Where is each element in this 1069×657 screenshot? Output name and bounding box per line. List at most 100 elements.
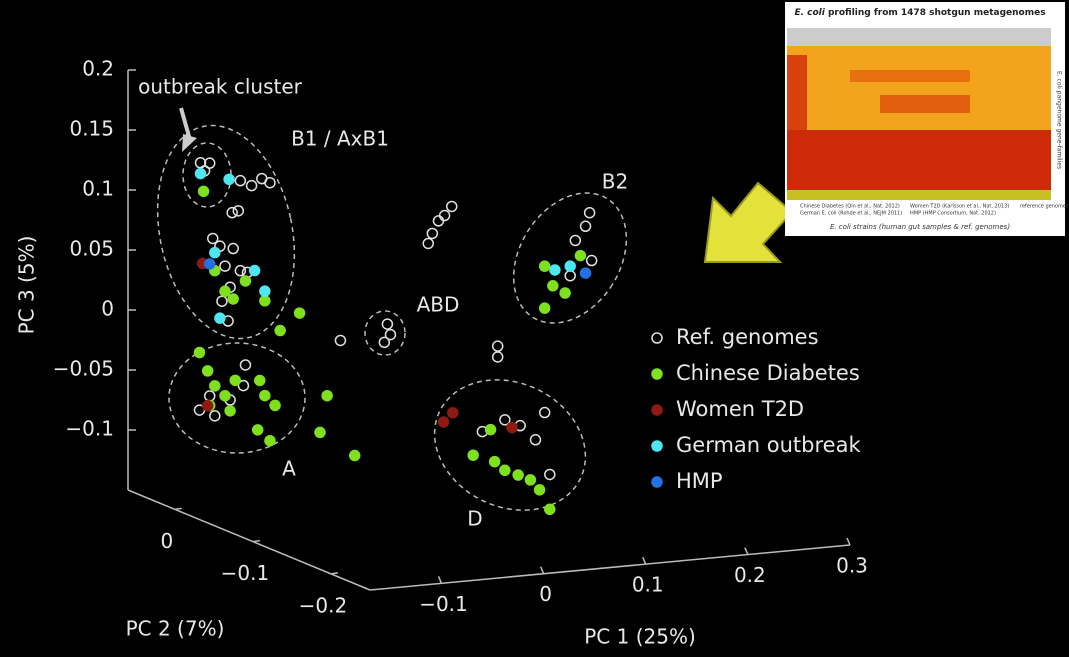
data-point <box>201 365 214 377</box>
data-point <box>512 469 524 481</box>
data-point <box>437 416 450 428</box>
data-point <box>432 215 445 227</box>
x-tick-label: 0 <box>539 582 552 606</box>
data-point <box>237 379 250 392</box>
data-point <box>232 205 245 217</box>
x-axis-line <box>369 544 851 591</box>
data-point <box>569 234 582 247</box>
data-point <box>583 206 596 219</box>
ellipse <box>156 124 296 340</box>
ellipse <box>168 342 306 454</box>
data-point <box>585 254 598 267</box>
data-point <box>538 406 551 419</box>
data-point <box>334 334 347 347</box>
data-point <box>209 246 221 259</box>
data-point <box>293 307 306 319</box>
y-axis-title: PC 2 (7%) <box>126 617 225 641</box>
annotation: D <box>467 507 482 531</box>
x-tick <box>642 556 647 565</box>
data-point <box>264 176 276 189</box>
data-point <box>484 423 497 436</box>
data-point <box>201 399 214 412</box>
inset-title-italic: E. coli <box>794 8 825 18</box>
data-point <box>274 324 286 337</box>
data-point <box>524 474 537 486</box>
data-point <box>227 293 239 305</box>
heatmap-band <box>787 130 1051 190</box>
x-tick-label: 0.1 <box>632 573 664 597</box>
data-point <box>426 227 439 240</box>
data-point <box>381 318 394 330</box>
data-point <box>499 464 511 477</box>
data-point <box>239 275 252 287</box>
legend-label: German outbreak <box>676 433 861 457</box>
data-point <box>544 468 556 481</box>
inset-title-text: profiling from 1478 shotgun metagenomes <box>828 8 1046 18</box>
data-point <box>447 407 459 419</box>
data-point <box>544 503 556 516</box>
annotation: ABD <box>417 293 460 317</box>
data-point <box>234 264 247 277</box>
y-tick-label: 0 <box>160 529 173 553</box>
x-tick-label: −0.1 <box>419 592 468 616</box>
data-point <box>491 340 504 352</box>
data-point <box>264 434 276 447</box>
y-tick <box>174 507 182 511</box>
annotation-arrowhead <box>182 134 197 152</box>
data-point <box>269 399 281 412</box>
data-point <box>209 380 221 392</box>
ellipse <box>364 310 406 356</box>
y-tick-label: −0.1 <box>221 561 270 585</box>
y-tick-label: −0.2 <box>299 593 348 617</box>
data-point <box>321 389 333 402</box>
legend-marker <box>651 404 663 416</box>
legend-marker <box>651 476 663 488</box>
data-point <box>226 206 238 219</box>
z-tick-label: 0.05 <box>69 237 114 261</box>
data-point <box>488 455 501 468</box>
inset-legend: reference genomes <box>1020 204 1069 210</box>
strain-strip <box>787 190 1051 200</box>
data-point <box>314 426 326 439</box>
data-point <box>564 269 576 282</box>
legend-marker <box>651 440 663 452</box>
data-point <box>197 185 210 198</box>
legend-label: HMP <box>676 469 723 493</box>
z-tick-label: −0.05 <box>53 357 114 381</box>
data-point <box>533 484 546 496</box>
annotation: B2 <box>602 170 628 194</box>
heatmap-band <box>880 95 970 113</box>
data-point <box>538 302 551 314</box>
data-point <box>491 351 504 363</box>
inset-legend: HMP (HMP Consortium, Nat. 2012) <box>910 211 996 217</box>
annotation-arrow <box>179 107 192 141</box>
data-point <box>467 449 479 461</box>
data-point <box>445 200 458 213</box>
legend-label: Chinese Diabetes <box>676 361 860 385</box>
data-point <box>239 359 252 371</box>
data-point <box>506 421 518 434</box>
x-tick <box>539 566 545 575</box>
data-point <box>549 264 561 276</box>
data-point <box>499 414 511 426</box>
data-point <box>207 232 219 245</box>
data-point <box>214 312 226 324</box>
legend-marker <box>651 368 663 380</box>
data-point <box>248 264 261 277</box>
data-point <box>438 209 451 222</box>
heatmap-band <box>787 55 807 130</box>
data-point <box>422 237 435 250</box>
data-point <box>203 390 216 402</box>
y-tick <box>252 539 261 543</box>
z-tick-label: 0 <box>101 297 114 321</box>
inset: E. coli profiling from 1478 shotgun meta… <box>785 2 1069 236</box>
annotation: B1 / AxB1 <box>291 127 389 151</box>
x-tick-label: 0.3 <box>836 554 868 578</box>
ellipse <box>512 192 628 324</box>
heatmap-band <box>850 70 970 82</box>
z-tick-label: 0.15 <box>69 117 114 141</box>
x-tick-label: 0.2 <box>734 563 766 587</box>
data-point <box>224 405 236 417</box>
cluster-outlines <box>156 124 628 511</box>
